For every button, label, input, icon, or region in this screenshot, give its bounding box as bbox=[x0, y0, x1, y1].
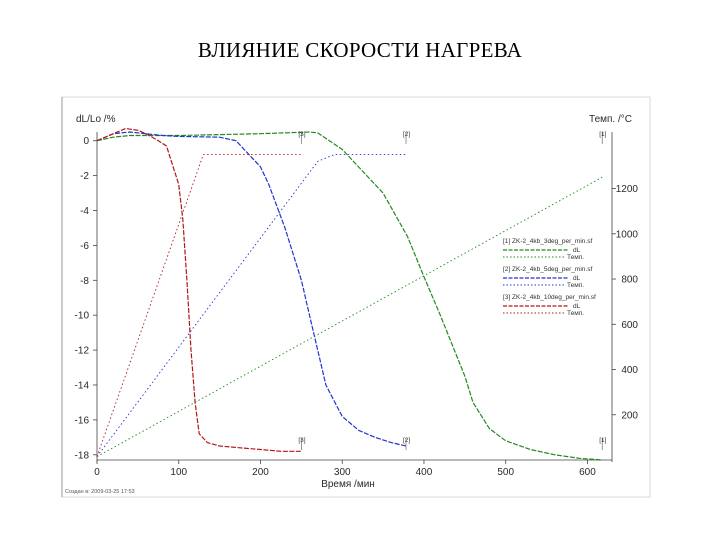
temperature-line bbox=[96, 176, 603, 457]
dl-curve bbox=[96, 127, 302, 452]
y-left-tick-label: 0 bbox=[83, 136, 89, 147]
y-left-ticks: 0 -2 -4 -6 -8 -10 -12 -14 -16 -18 bbox=[75, 136, 97, 461]
y-left-tick-label: -4 bbox=[80, 206, 89, 217]
end-marker-label: [3] bbox=[298, 131, 305, 138]
y-right-tick-label: 800 bbox=[621, 275, 638, 286]
dl-curve bbox=[96, 131, 603, 461]
legend-dl-label: dL bbox=[573, 247, 581, 254]
y-left-tick-label: -14 bbox=[75, 380, 90, 391]
end-marker-label: [1] bbox=[599, 131, 606, 138]
y-right-axis-label: Темп. /°C bbox=[589, 114, 632, 125]
y-left-tick-label: -12 bbox=[75, 346, 90, 357]
end-marker-label: [2] bbox=[403, 131, 410, 138]
y-left-tick-label: -6 bbox=[80, 241, 89, 252]
x-tick-label: 500 bbox=[497, 467, 514, 478]
y-left-tick-label: -18 bbox=[75, 450, 90, 461]
legend-file-label: [3] ZK-2_4kb_10deg_per_min.sf bbox=[503, 294, 596, 301]
x-tick-label: 100 bbox=[170, 467, 187, 478]
y-right-tick-label: 600 bbox=[621, 320, 638, 331]
end-marker-label: [1] bbox=[599, 437, 606, 444]
y-left-tick-label: -8 bbox=[80, 276, 89, 287]
y-right-tick-label: 1200 bbox=[616, 184, 639, 195]
legend-file-label: [1] ZK-2_4kb_3deg_per_min.sf bbox=[503, 238, 592, 245]
end-markers: [3] [2] [1] [3] [2] [1] bbox=[298, 131, 607, 450]
legend-temp-label: Темп. bbox=[567, 310, 584, 317]
x-axis-label: Время /мин bbox=[321, 479, 375, 490]
y-right-tick-label: 400 bbox=[621, 365, 638, 376]
temperature-line bbox=[96, 154, 302, 457]
legend-file-label: [2] ZK-2_4kb_5deg_per_min.sf bbox=[503, 266, 592, 273]
x-tick-label: 400 bbox=[416, 467, 433, 478]
legend-temp-label: Темп. bbox=[567, 282, 584, 289]
x-tick-label: 200 bbox=[252, 467, 269, 478]
end-marker-label: [2] bbox=[403, 437, 410, 444]
y-left-tick-label: -10 bbox=[75, 311, 90, 322]
x-tick-label: 0 bbox=[94, 467, 100, 478]
y-right-ticks: 200 400 600 800 1000 1200 bbox=[612, 184, 638, 421]
x-ticks: 0 100 200 300 400 500 600 bbox=[94, 460, 596, 478]
slide-title: ВЛИЯНИЕ СКОРОСТИ НАГРЕВА bbox=[197, 38, 523, 62]
y-left-tick-label: -16 bbox=[75, 415, 90, 426]
dl-curve bbox=[96, 131, 407, 447]
y-right-tick-label: 1000 bbox=[616, 229, 639, 240]
legend-dl-label: dL bbox=[573, 275, 581, 282]
legend-dl-label: dL bbox=[573, 303, 581, 310]
series-group bbox=[96, 127, 603, 461]
legend-temp-label: Темп. bbox=[567, 254, 584, 261]
end-marker-label: [3] bbox=[298, 437, 305, 444]
x-tick-label: 600 bbox=[579, 467, 596, 478]
y-left-axis-label: dL/Lo /% bbox=[76, 114, 116, 125]
y-left-tick-label: -2 bbox=[80, 171, 89, 182]
chart-footer: Создан в: 2009-03-25 17:53 bbox=[65, 489, 135, 495]
y-right-tick-label: 200 bbox=[621, 410, 638, 421]
x-tick-label: 300 bbox=[334, 467, 351, 478]
temperature-line bbox=[96, 154, 406, 457]
